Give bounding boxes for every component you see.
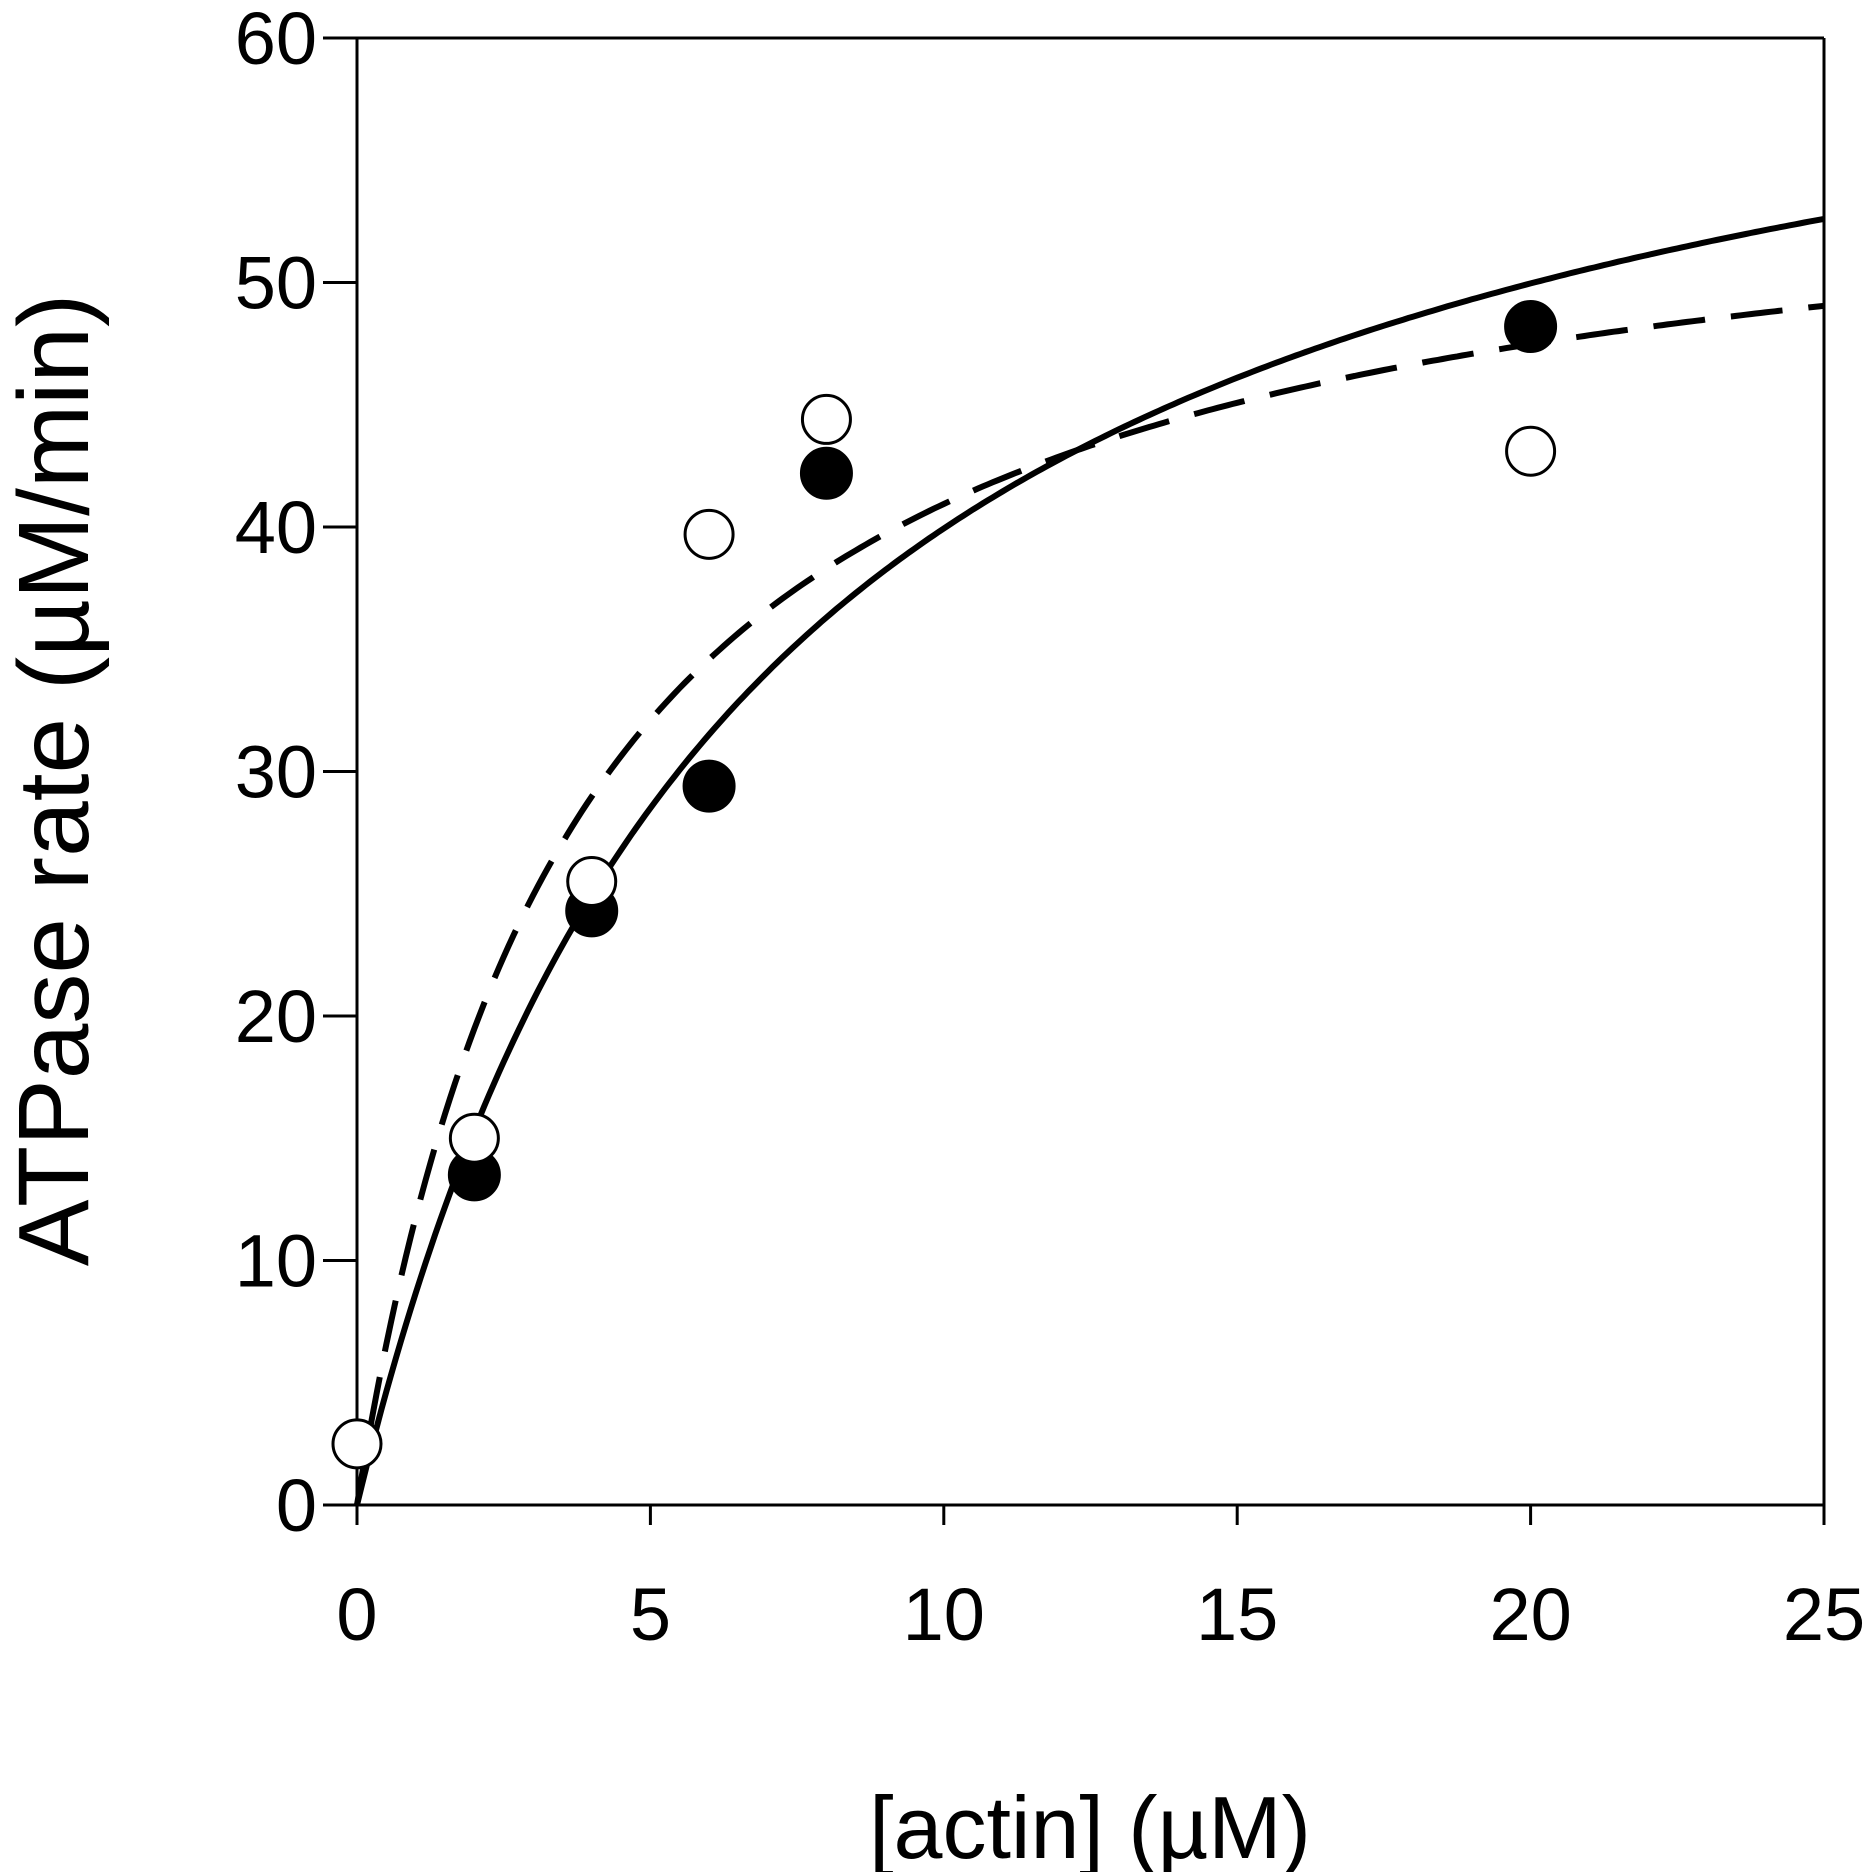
x-tick-label: 25 xyxy=(1783,1573,1865,1656)
y-tick-label: 40 xyxy=(235,486,317,569)
open-data-point xyxy=(800,393,852,445)
x-tick-label: 0 xyxy=(336,1573,377,1656)
plot-frame xyxy=(355,36,1826,1507)
open-data-point xyxy=(448,1112,500,1164)
y-tick-label: 0 xyxy=(276,1464,317,1547)
x-tick-label: 5 xyxy=(630,1573,671,1656)
open-data-point xyxy=(683,508,735,560)
y-tick-label: 10 xyxy=(235,1220,317,1303)
y-tick-label: 20 xyxy=(235,975,317,1058)
x-tick-label: 15 xyxy=(1196,1573,1278,1656)
open-data-point xyxy=(566,856,618,908)
y-tick-label: 60 xyxy=(235,0,317,80)
y-tick-label: 30 xyxy=(235,731,317,814)
filled-data-point xyxy=(682,759,736,813)
y-tick-label: 50 xyxy=(235,242,317,325)
ticks: 0 5 10 15 20 25 0 10 20 30 40 50 60 xyxy=(235,0,1865,1656)
filled-data-point xyxy=(799,446,853,500)
markers xyxy=(331,300,1558,1470)
open-data-point xyxy=(331,1418,383,1470)
x-tick-label: 20 xyxy=(1489,1573,1571,1656)
y-axis-title: ATPase rate (µM/min) xyxy=(0,294,110,1267)
x-axis-title: [actin] (µM) xyxy=(869,1778,1311,1872)
open-data-point xyxy=(1505,425,1557,477)
x-tick-label: 10 xyxy=(903,1573,985,1656)
dashed-fit-line xyxy=(354,302,1825,1506)
filled-data-point xyxy=(1504,300,1558,354)
